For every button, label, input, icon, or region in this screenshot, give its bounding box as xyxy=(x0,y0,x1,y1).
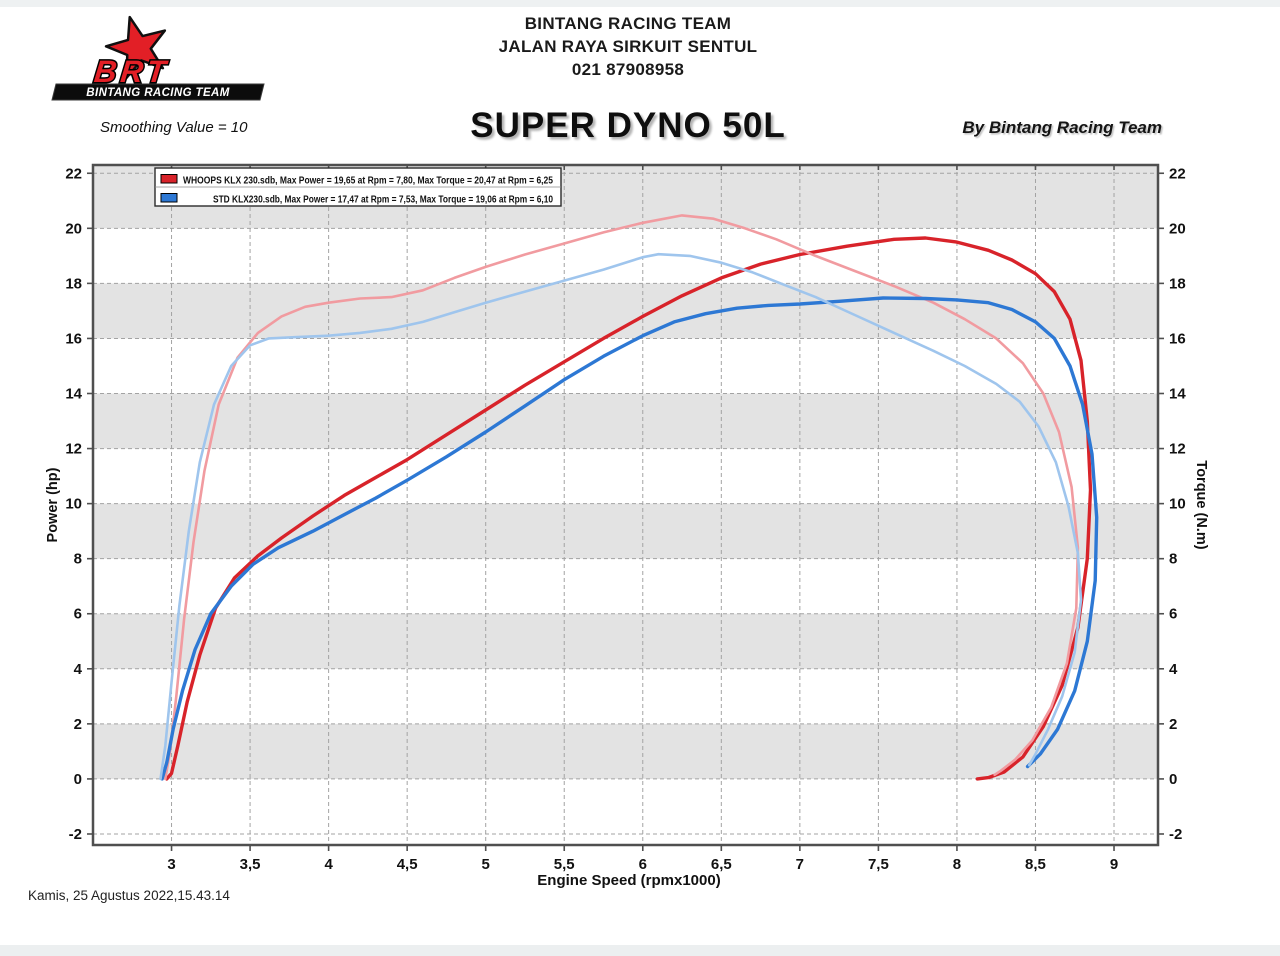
svg-text:12: 12 xyxy=(1169,441,1186,458)
svg-text:4: 4 xyxy=(324,856,333,873)
logo-banner xyxy=(51,83,265,101)
logo-team-text: BINTANG RACING TEAM xyxy=(86,87,229,99)
brt-logo: BRT BINTANG RACING TEAM xyxy=(51,15,265,101)
svg-text:0: 0 xyxy=(1169,771,1177,788)
svg-text:3,5: 3,5 xyxy=(240,856,261,873)
legend: WHOOPS KLX 230.sdb, Max Power = 19,65 at… xyxy=(154,167,562,207)
svg-text:20: 20 xyxy=(1169,220,1186,237)
plot-frame xyxy=(91,163,1160,847)
svg-text:8: 8 xyxy=(1169,551,1177,568)
svg-text:20: 20 xyxy=(65,220,82,237)
svg-text:6: 6 xyxy=(74,606,82,623)
tick-labels: 3 3,5 4 4,5 5 5,5 6 6,5 7 7,5 8 8,5 9-2 -20 02 24 46 68 81… xyxy=(65,165,1186,873)
svg-text:14: 14 xyxy=(1169,386,1186,403)
legend-swatch-1 xyxy=(160,193,178,203)
svg-text:6,5: 6,5 xyxy=(711,856,732,873)
svg-text:6: 6 xyxy=(1169,606,1177,623)
right-axis-title: Torque (N.m) xyxy=(1193,460,1209,549)
svg-text:7,5: 7,5 xyxy=(868,856,889,873)
header-team-name: BINTANG RACING TEAM xyxy=(524,14,732,33)
curve-0-whoops-power-hp- xyxy=(165,236,1093,781)
svg-text:4,5: 4,5 xyxy=(397,856,418,873)
page-top-edge xyxy=(0,0,1280,7)
svg-text:10: 10 xyxy=(65,496,82,513)
svg-text:9: 9 xyxy=(1110,856,1118,873)
x-axis-title: Engine Speed (rpmx1000) xyxy=(537,872,720,889)
star-icon xyxy=(104,15,167,80)
header-phone: 021 87908958 xyxy=(571,60,685,79)
svg-text:4: 4 xyxy=(1169,661,1178,678)
page-bottom-edge xyxy=(0,945,1280,956)
timestamp: Kamis, 25 Agustus 2022,15.43.14 xyxy=(28,888,230,903)
curve-3-std-torque-n-m- xyxy=(159,252,1083,781)
svg-text:10: 10 xyxy=(1169,496,1186,513)
bands xyxy=(93,165,1158,779)
svg-text:3: 3 xyxy=(167,856,175,873)
svg-text:18: 18 xyxy=(65,275,82,292)
svg-text:12: 12 xyxy=(65,441,82,458)
byline: By Bintang Racing Team xyxy=(962,118,1162,137)
svg-text:4: 4 xyxy=(74,661,83,678)
svg-text:16: 16 xyxy=(1169,330,1186,347)
curve-2-std-power-hp- xyxy=(160,296,1099,781)
svg-text:-2: -2 xyxy=(69,826,82,843)
page-title: SUPER DYNO 50L xyxy=(470,106,786,145)
legend-label-0: WHOOPS KLX 230.sdb, Max Power = 19,65 at… xyxy=(183,176,553,187)
header-address: JALAN RAYA SIRKUIT SENTUL xyxy=(498,37,758,56)
smoothing-value-label: Smoothing Value = 10 xyxy=(100,119,248,136)
legend-swatch-0 xyxy=(160,174,178,184)
svg-text:22: 22 xyxy=(65,165,82,182)
svg-text:8,5: 8,5 xyxy=(1025,856,1046,873)
svg-text:18: 18 xyxy=(1169,275,1186,292)
svg-text:22: 22 xyxy=(1169,165,1186,182)
svg-text:5: 5 xyxy=(482,856,490,873)
svg-text:5,5: 5,5 xyxy=(554,856,575,873)
svg-text:2: 2 xyxy=(1169,716,1177,733)
chart-plot-area: 3 3,5 4 4,5 5 5,5 6 6,5 7 7,5 8 8,5 9-2 -20 02 24 46 68 81… xyxy=(65,163,1186,873)
svg-text:16: 16 xyxy=(65,330,82,347)
svg-text:8: 8 xyxy=(953,856,961,873)
svg-text:8: 8 xyxy=(74,551,82,568)
svg-text:2: 2 xyxy=(74,716,82,733)
svg-text:6: 6 xyxy=(639,856,647,873)
svg-text:-2: -2 xyxy=(1169,826,1182,843)
legend-label-1: STD KLX230.sdb, Max Power = 17,47 at Rpm… xyxy=(213,195,553,206)
left-axis-title: Power (hp) xyxy=(45,467,61,542)
svg-text:0: 0 xyxy=(74,771,82,788)
svg-text:14: 14 xyxy=(65,386,82,403)
svg-text:7: 7 xyxy=(796,856,804,873)
axis-ticks xyxy=(87,165,1164,851)
